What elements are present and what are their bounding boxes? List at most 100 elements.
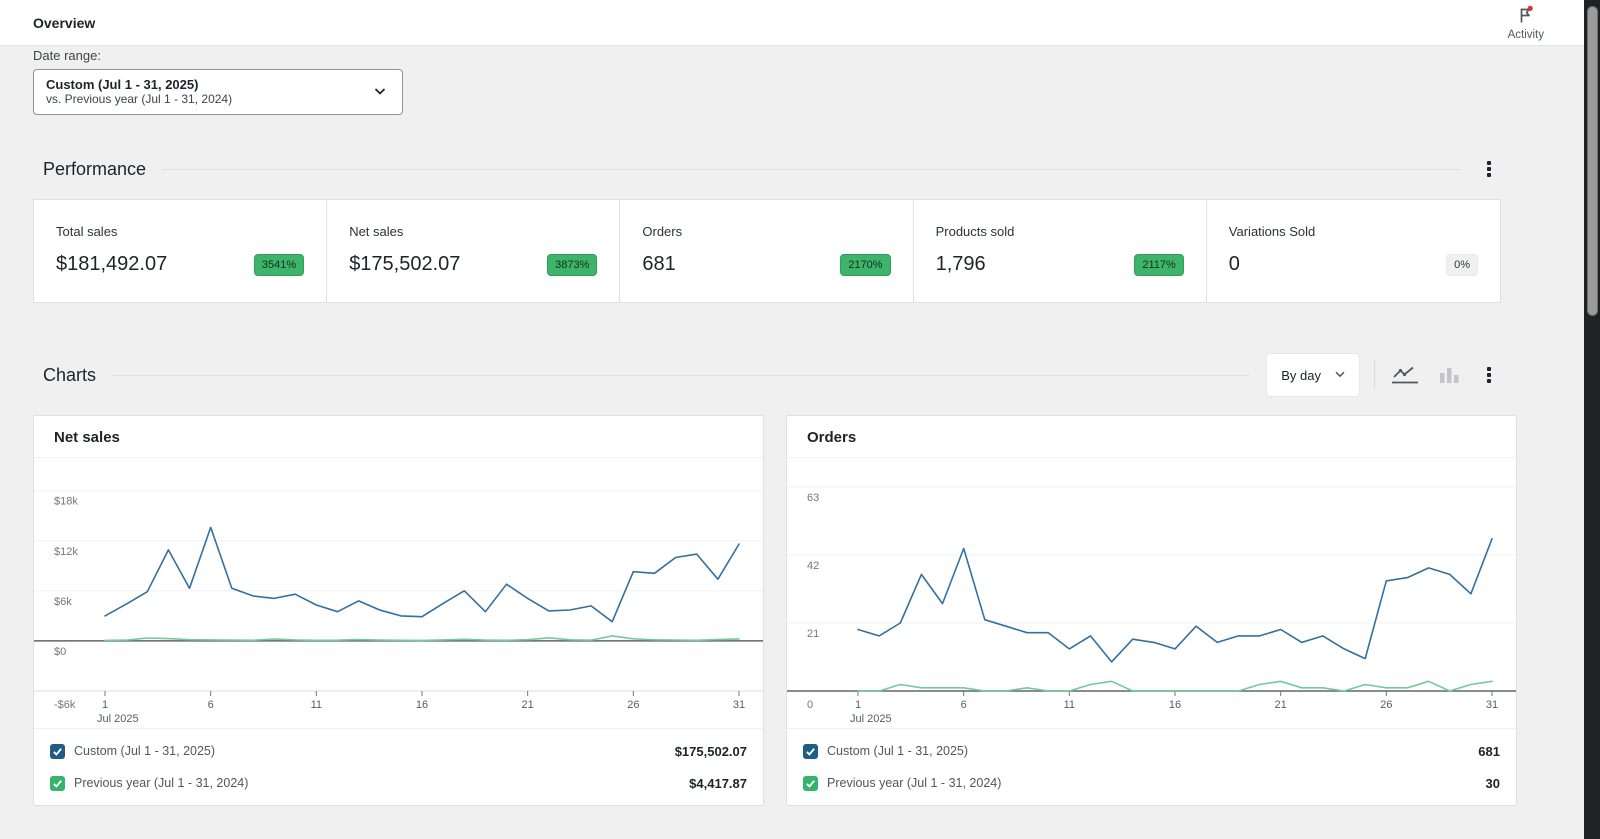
svg-text:$18k: $18k [54,496,78,508]
legend-checkbox-checked-icon[interactable] [50,776,65,791]
svg-text:16: 16 [416,699,428,711]
stat-card-variations-sold[interactable]: Variations Sold 0 0% [1207,200,1500,302]
charts-title: Charts [43,365,96,386]
svg-text:16: 16 [1169,699,1181,711]
stat-value: 0 [1229,253,1240,276]
activity-button[interactable]: Activity [1508,5,1544,41]
stat-card-orders[interactable]: Orders 681 2170% [620,200,913,302]
activity-label: Activity [1508,29,1544,41]
svg-text:Jul 2025: Jul 2025 [850,713,892,725]
svg-text:21: 21 [807,628,819,640]
svg-text:31: 31 [1486,699,1498,711]
divider-line [112,375,1250,376]
svg-text:0: 0 [807,699,813,711]
orders-chart-plot: 6342210161116212631Jul 2025 [787,458,1516,728]
bar-chart-toggle-icon[interactable] [1435,363,1463,387]
performance-section-head: Performance [33,157,1501,181]
stat-card-products-sold[interactable]: Products sold 1,796 2117% [914,200,1207,302]
stat-label: Net sales [349,224,597,239]
stat-delta-badge: 3873% [547,254,597,276]
scrollbar-thumb[interactable] [1587,6,1598,316]
chevron-down-icon [372,83,388,102]
legend-label: Custom (Jul 1 - 31, 2025) [74,744,215,758]
svg-text:6: 6 [961,699,967,711]
stat-delta-badge: 3541% [254,254,304,276]
svg-text:1: 1 [102,699,108,711]
legend-total-value: $175,502.07 [675,744,747,759]
stat-value: 1,796 [936,253,986,276]
page-title: Overview [33,15,95,31]
scrollbar-track[interactable] [1584,0,1600,839]
chart-legend: Custom (Jul 1 - 31, 2025) 681 Previous yea… [787,728,1516,805]
activity-flag-icon [1516,5,1536,28]
divider-line [162,169,1461,170]
legend-row-custom-jul-1-31-2025[interactable]: Custom (Jul 1 - 31, 2025) 681 [787,735,1516,767]
net-sales-chart-plot: $18k$12k$6k$0-$6k161116212631Jul 2025 [34,458,763,728]
svg-text:21: 21 [1275,699,1287,711]
svg-text:-$6k: -$6k [54,699,76,711]
legend-row-custom-jul-1-31-2025[interactable]: Custom (Jul 1 - 31, 2025) $175,502.07 [34,735,763,767]
chevron-down-icon [1333,367,1347,384]
date-range-primary: Custom (Jul 1 - 31, 2025) [46,77,232,92]
date-range-dropdown[interactable]: Custom (Jul 1 - 31, 2025) vs. Previous y… [33,69,403,115]
svg-text:63: 63 [807,492,819,504]
stat-value: $181,492.07 [56,253,167,276]
date-range-label: Date range: [33,48,1501,63]
stat-delta-badge: 2170% [840,254,890,276]
svg-text:$12k: $12k [54,546,78,558]
legend-total-value: 681 [1478,744,1500,759]
chart-title: Orders [807,429,1496,446]
performance-title: Performance [43,159,146,180]
svg-text:26: 26 [627,699,639,711]
chart-legend: Custom (Jul 1 - 31, 2025) $175,502.07 Prev… [34,728,763,805]
stat-card-net-sales[interactable]: Net sales $175,502.07 3873% [327,200,620,302]
performance-stats-row: Total sales $181,492.07 3541% Net sales $175… [33,199,1501,303]
svg-text:42: 42 [807,560,819,572]
charts-section-head: Charts By day [33,353,1501,397]
legend-checkbox-checked-icon[interactable] [50,744,65,759]
chart-title: Net sales [54,429,743,446]
stat-value: $175,502.07 [349,253,460,276]
svg-text:21: 21 [522,699,534,711]
legend-label: Previous year (Jul 1 - 31, 2024) [827,776,1001,790]
performance-menu-kebab-icon[interactable] [1477,157,1501,181]
date-range-secondary: vs. Previous year (Jul 1 - 31, 2024) [46,92,232,107]
stat-label: Products sold [936,224,1184,239]
stat-delta-badge: 2117% [1134,254,1183,276]
charts-menu-kebab-icon[interactable] [1477,363,1501,387]
svg-text:26: 26 [1380,699,1392,711]
stat-value: 681 [642,253,675,276]
chart-card-orders: Orders6342210161116212631Jul 2025Custom … [786,415,1517,806]
svg-text:$0: $0 [54,646,66,658]
legend-label: Previous year (Jul 1 - 31, 2024) [74,776,248,790]
charts-row: Net sales$18k$12k$6k$0-$6k161116212631Ju… [33,415,1501,806]
legend-total-value: $4,417.87 [689,776,747,791]
controls-divider [1374,360,1375,390]
stat-card-total-sales[interactable]: Total sales $181,492.07 3541% [34,200,327,302]
svg-text:11: 11 [311,699,322,711]
legend-checkbox-checked-icon[interactable] [803,776,818,791]
legend-total-value: 30 [1486,776,1500,791]
legend-row-previous-year-jul-1-31-2024[interactable]: Previous year (Jul 1 - 31, 2024) $4,417.8… [34,767,763,799]
legend-row-previous-year-jul-1-31-2024[interactable]: Previous year (Jul 1 - 31, 2024) 30 [787,767,1516,799]
interval-select[interactable]: By day [1266,353,1360,397]
stat-label: Variations Sold [1229,224,1478,239]
svg-text:31: 31 [733,699,745,711]
legend-checkbox-checked-icon[interactable] [803,744,818,759]
analytics-overview-page: Overview Activity Date range: Custom (Ju… [0,0,1584,839]
interval-select-value: By day [1281,368,1321,383]
stat-delta-badge: 0% [1446,254,1478,276]
chart-controls: By day [1266,353,1501,397]
chart-card-net-sales: Net sales$18k$12k$6k$0-$6k161116212631Ju… [33,415,764,806]
top-bar: Overview Activity [0,0,1584,46]
stat-label: Orders [642,224,890,239]
line-chart-toggle-icon[interactable] [1389,363,1421,387]
svg-text:$6k: $6k [54,596,72,608]
main-content: Date range: Custom (Jul 1 - 31, 2025) vs… [0,46,1584,806]
svg-text:11: 11 [1064,699,1075,711]
legend-label: Custom (Jul 1 - 31, 2025) [827,744,968,758]
svg-text:1: 1 [855,699,861,711]
svg-text:Jul 2025: Jul 2025 [97,713,139,725]
stat-label: Total sales [56,224,304,239]
svg-text:6: 6 [208,699,214,711]
